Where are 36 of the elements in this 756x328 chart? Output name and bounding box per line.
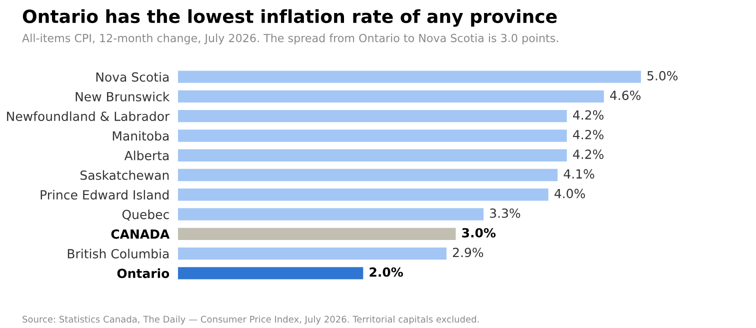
bar xyxy=(178,168,558,182)
data-label: 2.0% xyxy=(370,267,403,277)
y-tick-label: Prince Edward Island xyxy=(40,190,169,200)
bar xyxy=(178,90,604,103)
data-label: 4.0% xyxy=(554,188,585,198)
bar xyxy=(178,208,484,220)
y-tick-label: Saskatchewan xyxy=(80,170,169,180)
y-tick-label: Nova Scotia xyxy=(96,72,169,82)
source-note: Source: Statistics Canada, The Daily — Consumer Price Index, July 2026. Territorial capitals excluded. xyxy=(22,316,479,324)
data-label: 5.0% xyxy=(647,70,678,80)
data-label: 4.2% xyxy=(573,110,604,120)
data-label: 3.3% xyxy=(490,208,520,218)
data-label: 3.0% xyxy=(462,228,496,238)
y-tick-label: Alberta xyxy=(124,150,169,160)
y-tick-label: Quebec xyxy=(122,210,169,221)
y-tick-label: New Brunswick xyxy=(76,92,170,102)
data-label: 2.9% xyxy=(452,248,484,258)
bar xyxy=(178,247,446,260)
data-label: 4.2% xyxy=(573,150,604,159)
bar xyxy=(178,149,567,162)
y-tick-label: British Columbia xyxy=(68,248,169,258)
y-tick-label: Manitoba xyxy=(112,130,169,141)
bar xyxy=(178,267,364,280)
data-label: 4.2% xyxy=(573,130,604,140)
bar xyxy=(178,130,567,142)
bar xyxy=(178,228,456,240)
data-label: 4.1% xyxy=(564,169,594,179)
bar xyxy=(178,188,548,201)
y-tick-label: Ontario xyxy=(117,268,170,278)
data-label: 4.6% xyxy=(610,90,641,100)
y-tick-label: Newfoundland & Labrador xyxy=(7,111,170,122)
y-tick-label: CANADA xyxy=(111,229,170,239)
chart-title: Ontario has the lowest inflation rate of any province xyxy=(22,9,557,27)
bar xyxy=(178,70,641,83)
bar xyxy=(178,110,567,122)
chart-subtitle: All-items CPI, 12-month change, July 2026. The spread from Ontario to Nova Scotia is 3.0 points. xyxy=(22,34,558,44)
